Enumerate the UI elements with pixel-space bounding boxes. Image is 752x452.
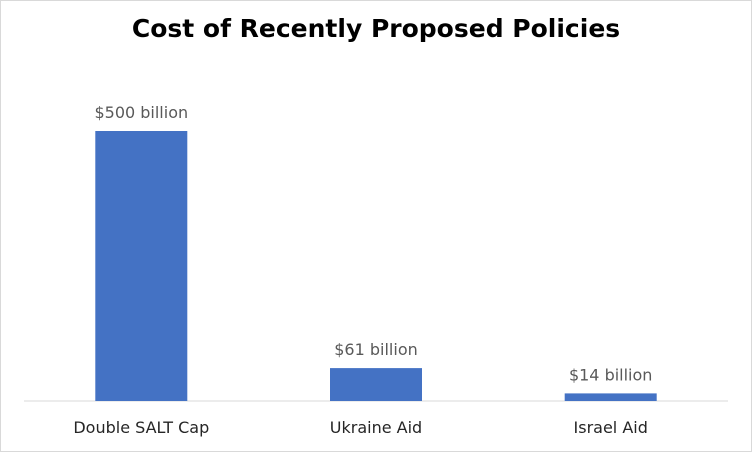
data-label: $500 billion [94, 103, 188, 122]
bar-israel-aid [564, 393, 657, 401]
chart-title: Cost of Recently Proposed Policies [131, 14, 621, 43]
data-label: $61 billion [334, 340, 418, 359]
x-tick-label: Israel Aid [574, 418, 648, 437]
data-label: $14 billion [569, 365, 653, 384]
bar-double-salt-cap [95, 131, 188, 401]
bar-ukraine-aid [330, 368, 422, 401]
x-tick-label: Ukraine Aid [330, 418, 422, 437]
x-tick-label: Double SALT Cap [73, 418, 209, 437]
